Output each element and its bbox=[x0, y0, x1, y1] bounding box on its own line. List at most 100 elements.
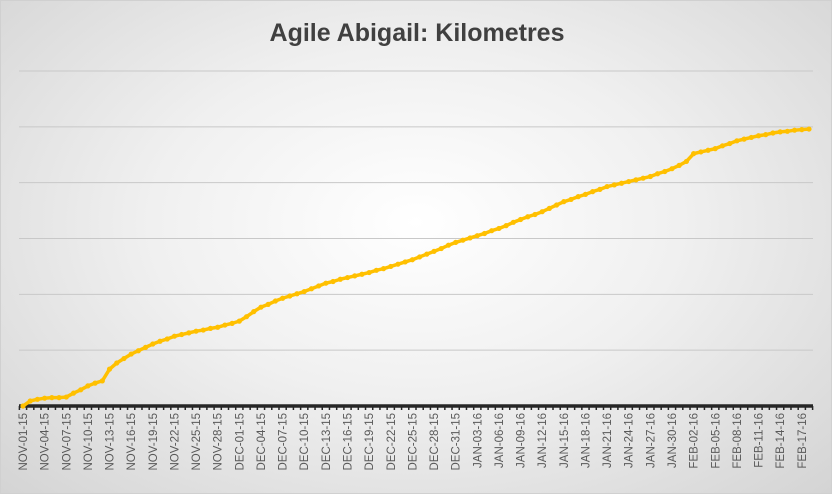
data-point bbox=[323, 280, 329, 286]
x-tick-label: NOV-10-15 bbox=[83, 413, 95, 471]
data-point bbox=[626, 178, 632, 185]
data-point bbox=[272, 298, 278, 304]
data-point bbox=[597, 186, 603, 192]
x-tick-label: FEB-17-16 bbox=[797, 413, 809, 469]
data-point bbox=[517, 216, 524, 223]
data-point bbox=[554, 202, 560, 208]
data-point bbox=[150, 341, 156, 347]
data-point bbox=[366, 269, 372, 276]
data-point bbox=[395, 261, 401, 267]
data-point bbox=[63, 394, 69, 400]
data-point bbox=[698, 149, 704, 155]
data-point bbox=[719, 143, 726, 149]
data-point bbox=[34, 396, 41, 402]
data-point bbox=[647, 173, 653, 180]
x-tick-label: FEB-14-16 bbox=[775, 413, 787, 469]
data-point bbox=[532, 211, 538, 218]
data-point bbox=[70, 390, 77, 396]
x-tick-label: DEC-10-15 bbox=[299, 413, 311, 471]
data-point bbox=[373, 267, 379, 273]
x-tick-label: FEB-05-16 bbox=[710, 413, 722, 469]
data-point bbox=[301, 288, 307, 295]
data-point bbox=[712, 146, 718, 152]
data-point bbox=[106, 366, 113, 372]
data-point bbox=[784, 128, 790, 134]
data-point bbox=[56, 395, 62, 401]
data-point bbox=[380, 266, 387, 272]
data-point bbox=[705, 147, 711, 153]
data-point bbox=[229, 320, 235, 326]
data-point bbox=[445, 242, 452, 248]
x-tick-label: DEC-25-15 bbox=[407, 413, 419, 471]
data-point bbox=[474, 233, 480, 239]
data-point bbox=[676, 162, 682, 168]
data-point bbox=[171, 333, 178, 339]
data-point bbox=[683, 158, 690, 165]
data-point bbox=[590, 189, 596, 195]
x-tick-label: NOV-13-15 bbox=[105, 413, 117, 471]
data-point bbox=[121, 355, 127, 362]
data-point bbox=[503, 223, 509, 229]
data-point bbox=[770, 130, 776, 136]
data-point bbox=[337, 276, 343, 282]
data-point bbox=[344, 274, 351, 281]
data-point bbox=[763, 132, 769, 138]
x-tick-label: FEB-11-16 bbox=[754, 413, 766, 468]
data-point bbox=[78, 387, 84, 393]
data-point bbox=[157, 338, 163, 344]
data-point bbox=[85, 383, 91, 389]
data-point bbox=[20, 403, 26, 409]
x-tick-label: JAN-15-16 bbox=[559, 413, 571, 468]
x-tick-label: DEC-28-15 bbox=[429, 413, 441, 471]
data-point bbox=[164, 336, 170, 342]
x-tick-label: DEC-16-15 bbox=[342, 413, 354, 471]
data-point bbox=[409, 257, 415, 263]
data-point bbox=[92, 380, 98, 386]
x-tick-label: NOV-04-15 bbox=[40, 413, 52, 471]
data-point bbox=[330, 278, 336, 285]
data-point bbox=[352, 273, 358, 279]
x-tick-label: JAN-06-16 bbox=[494, 413, 506, 468]
data-point bbox=[777, 129, 783, 135]
data-point bbox=[467, 235, 473, 241]
x-tick-label: JAN-09-16 bbox=[516, 413, 528, 468]
data-point bbox=[359, 271, 365, 277]
data-point bbox=[27, 398, 33, 404]
data-point bbox=[799, 127, 805, 133]
x-tick-label: JAN-27-16 bbox=[645, 413, 657, 468]
data-point bbox=[215, 324, 221, 330]
data-point bbox=[128, 351, 134, 357]
x-tick-label: JAN-03-16 bbox=[472, 413, 484, 468]
data-point bbox=[99, 378, 105, 384]
data-point bbox=[460, 237, 466, 243]
data-point bbox=[424, 251, 430, 257]
chart-title: Agile Abigail: Kilometres bbox=[269, 19, 565, 47]
x-tick-label: DEC-31-15 bbox=[451, 413, 463, 471]
data-point bbox=[294, 291, 300, 297]
x-tick-label: DEC-22-15 bbox=[386, 413, 398, 471]
x-tick-label: JAN-21-16 bbox=[602, 413, 614, 468]
data-point bbox=[222, 322, 228, 328]
data-point bbox=[236, 318, 242, 324]
x-tick-label: DEC-07-15 bbox=[278, 413, 290, 471]
data-point bbox=[669, 166, 675, 172]
data-point bbox=[42, 395, 48, 401]
data-point bbox=[431, 248, 437, 254]
data-point bbox=[755, 133, 762, 139]
x-tick-label: NOV-16-15 bbox=[126, 413, 138, 471]
data-point bbox=[417, 254, 423, 260]
x-tick-label: DEC-19-15 bbox=[364, 413, 376, 471]
data-point bbox=[481, 230, 488, 237]
data-point bbox=[618, 180, 625, 186]
data-point bbox=[510, 219, 516, 225]
data-point bbox=[582, 191, 589, 197]
x-tick-label: FEB-02-16 bbox=[689, 413, 701, 469]
data-point bbox=[308, 286, 315, 292]
data-point bbox=[640, 175, 646, 181]
data-point bbox=[243, 314, 250, 320]
data-point bbox=[604, 183, 610, 190]
data-point bbox=[691, 151, 697, 157]
data-point bbox=[287, 293, 293, 299]
